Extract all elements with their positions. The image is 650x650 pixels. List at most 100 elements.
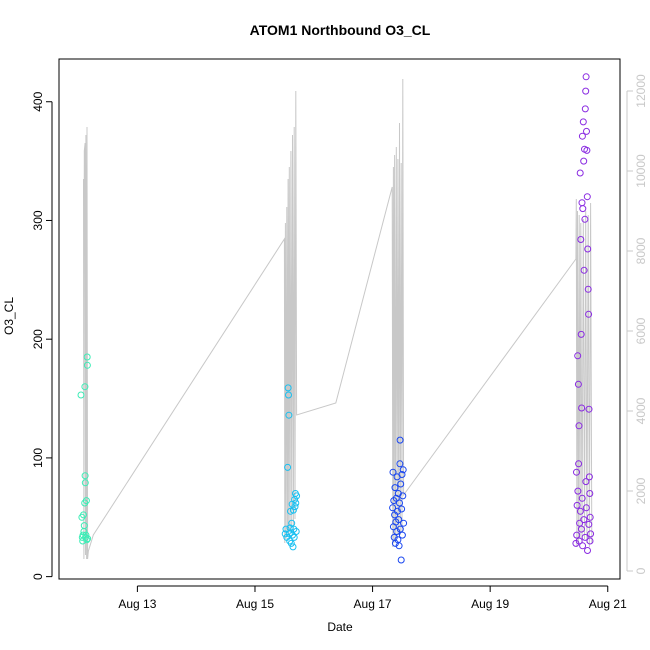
data-point	[586, 513, 594, 521]
data-point	[396, 436, 404, 444]
plot-frame	[58, 58, 621, 580]
data-point	[577, 236, 585, 243]
data-point	[81, 472, 89, 480]
y-tick-label: 400	[31, 91, 45, 111]
x-axis-title: Date	[327, 620, 353, 634]
series-2	[281, 384, 301, 551]
data-point	[293, 492, 301, 500]
data-point	[399, 492, 407, 500]
data-point	[586, 490, 594, 497]
secondary-line-layer	[83, 78, 593, 560]
y-tick-label: 0	[31, 573, 45, 580]
data-point	[582, 504, 590, 512]
data-point	[578, 199, 586, 207]
data-point	[284, 384, 292, 392]
x-tick-label: Aug 15	[236, 597, 274, 611]
axes-layer: Aug 13 Aug 15 Aug 17 Aug 19 Aug 21 0 100 200 300…	[31, 74, 648, 611]
data-point	[389, 504, 397, 512]
data-point	[574, 352, 582, 360]
data-point	[399, 466, 407, 474]
y-tick-label: 300	[31, 210, 45, 230]
data-point	[389, 468, 397, 476]
data-point	[574, 487, 582, 495]
secondary-line	[83, 78, 593, 560]
data-point	[579, 118, 587, 126]
data-point	[290, 533, 298, 541]
data-point	[581, 105, 589, 113]
chart-title: ATOM1 Northbound O3_CL	[250, 22, 431, 38]
data-point	[583, 146, 591, 154]
data-point	[396, 499, 403, 507]
x-tick-label: Aug 21	[589, 597, 627, 611]
data-point	[584, 285, 592, 293]
data-point	[583, 193, 591, 201]
data-point	[80, 522, 88, 530]
data-point	[582, 478, 590, 486]
data-point	[289, 543, 297, 551]
data-point	[81, 479, 89, 487]
data-point	[292, 528, 300, 535]
data-point	[575, 537, 583, 545]
data-point	[398, 531, 406, 539]
data-point	[83, 536, 91, 544]
data-point	[397, 556, 405, 564]
data-point	[578, 132, 586, 140]
y-right-tick-label: 8000	[634, 237, 648, 264]
data-point	[583, 127, 590, 135]
data-point	[573, 468, 580, 476]
x-tick-label: Aug 13	[118, 597, 156, 611]
data-point	[288, 519, 296, 527]
y-right-tick-label: 10000	[634, 154, 648, 188]
data-point	[79, 531, 87, 539]
series-3	[389, 436, 408, 564]
data-point	[578, 494, 586, 502]
data-point	[584, 245, 592, 253]
data-point	[394, 507, 401, 515]
data-point	[400, 519, 408, 527]
data-point	[586, 537, 594, 545]
y-tick-label: 100	[31, 448, 45, 468]
data-point	[391, 484, 399, 492]
data-point	[81, 383, 89, 391]
data-point	[580, 516, 588, 524]
data-point	[289, 506, 297, 514]
data-point	[393, 528, 401, 535]
points-layer	[77, 73, 595, 564]
data-point	[397, 480, 405, 488]
data-point	[77, 391, 85, 399]
x-tick-label: Aug 17	[354, 597, 392, 611]
data-point	[286, 524, 294, 532]
data-point	[585, 520, 593, 528]
data-point	[285, 411, 293, 419]
y-right-tick-label: 4000	[634, 397, 648, 424]
data-point	[396, 525, 404, 533]
data-point	[291, 503, 299, 511]
data-point	[575, 460, 583, 468]
data-point	[582, 73, 590, 81]
data-point	[282, 525, 290, 533]
series-1	[77, 353, 92, 545]
data-point	[585, 405, 593, 413]
data-point	[396, 460, 404, 468]
data-point	[581, 533, 589, 541]
data-point	[576, 507, 584, 515]
data-point	[82, 497, 90, 505]
y-right-tick-label: 6000	[634, 317, 648, 344]
data-point	[578, 404, 586, 412]
data-point	[581, 215, 589, 223]
data-point	[585, 310, 593, 318]
y-right-tick-label: 12000	[634, 74, 648, 108]
data-point	[292, 499, 300, 507]
data-point	[398, 471, 406, 478]
y-right-tick-label: 0	[634, 567, 648, 574]
data-point	[587, 530, 595, 538]
data-point	[285, 391, 292, 399]
data-point	[579, 205, 587, 213]
data-point	[80, 511, 87, 519]
data-point	[575, 422, 583, 430]
data-point	[395, 516, 403, 524]
y-tick-label: 200	[31, 329, 45, 349]
data-point	[84, 535, 92, 543]
data-point	[398, 505, 406, 513]
